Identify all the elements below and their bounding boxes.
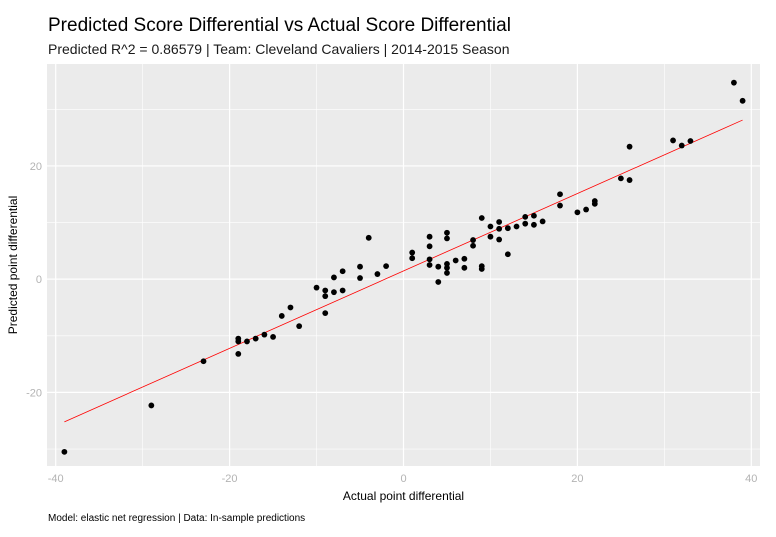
x-tick-label: 0 [400,473,406,485]
data-point [461,255,468,262]
data-point [670,137,676,144]
y-tick-label: 20 [30,161,42,173]
data-point [365,234,372,241]
x-tick-label: 40 [745,473,757,485]
data-point [678,142,685,149]
data-point [557,191,563,198]
data-point [557,202,563,209]
data-point [496,236,503,243]
x-axis-title: Actual point differential [343,489,464,503]
data-point [531,221,537,228]
data-point [470,242,476,249]
data-point [496,219,503,225]
data-point [426,243,433,250]
data-point [200,358,207,365]
data-point [287,304,294,311]
y-axis-title: Predicted point differential [6,196,20,335]
data-point [339,287,346,294]
data-point [504,251,511,258]
data-point [426,262,433,268]
data-point [357,263,363,270]
data-point [617,175,624,182]
data-point [252,335,259,342]
data-point [444,270,450,276]
data-point [583,206,589,213]
y-tick-label: -20 [26,387,42,399]
x-tick-label: 20 [571,473,583,485]
data-point [478,266,485,272]
chart-subtitle: Predicted R^2 = 0.86579 | Team: Clevelan… [48,41,509,57]
data-point [487,233,494,240]
data-point [435,279,442,285]
data-point [322,310,329,317]
fit-line [64,119,743,423]
data-point [61,448,68,455]
data-point [235,350,242,357]
x-tick-label: -40 [48,473,64,485]
grid-major [47,64,760,466]
data-point [313,284,320,291]
data-point [626,143,633,150]
x-axis-ticks: -40 -20 0 20 40 [48,473,758,485]
y-tick-label: 0 [36,274,42,286]
data-point [383,263,390,270]
data-point [426,256,433,263]
data-point [487,223,494,230]
y-axis-ticks: -20 0 20 [26,161,42,399]
data-point [244,338,250,345]
fit-line-group [64,119,743,423]
data-point [626,177,633,183]
data-point [444,260,450,267]
data-point [504,225,511,232]
data-point [357,275,363,281]
data-point [531,212,537,219]
data-point [296,323,303,330]
chart-caption: Model: elastic net regression | Data: In… [48,513,305,524]
data-point [452,257,459,264]
data-point [278,313,285,319]
data-point [470,237,476,243]
data-point [461,264,468,271]
data-point [435,263,442,270]
data-point [409,249,416,256]
data-point [591,200,598,207]
data-point [339,268,346,275]
data-point [331,274,337,281]
data-points [61,79,746,455]
data-point [513,223,520,230]
data-point [409,255,416,262]
chart-title: Predicted Score Differential vs Actual S… [48,15,511,36]
data-point [322,287,329,294]
x-tick-label: -20 [222,473,238,485]
data-point [331,289,337,296]
data-point [270,334,276,340]
data-point [739,97,746,104]
data-point [444,229,450,236]
data-point [374,271,381,277]
data-point [261,331,268,338]
data-point [444,235,450,242]
data-point [522,220,529,227]
data-point [235,338,242,345]
data-point [478,215,485,221]
data-point [687,138,694,144]
data-point [148,402,155,409]
data-point [539,218,546,225]
data-point [522,213,529,220]
data-point [444,264,450,271]
data-point [731,79,737,86]
data-point [496,225,503,232]
data-point [426,233,433,240]
data-point [322,293,329,300]
data-point [574,209,581,216]
